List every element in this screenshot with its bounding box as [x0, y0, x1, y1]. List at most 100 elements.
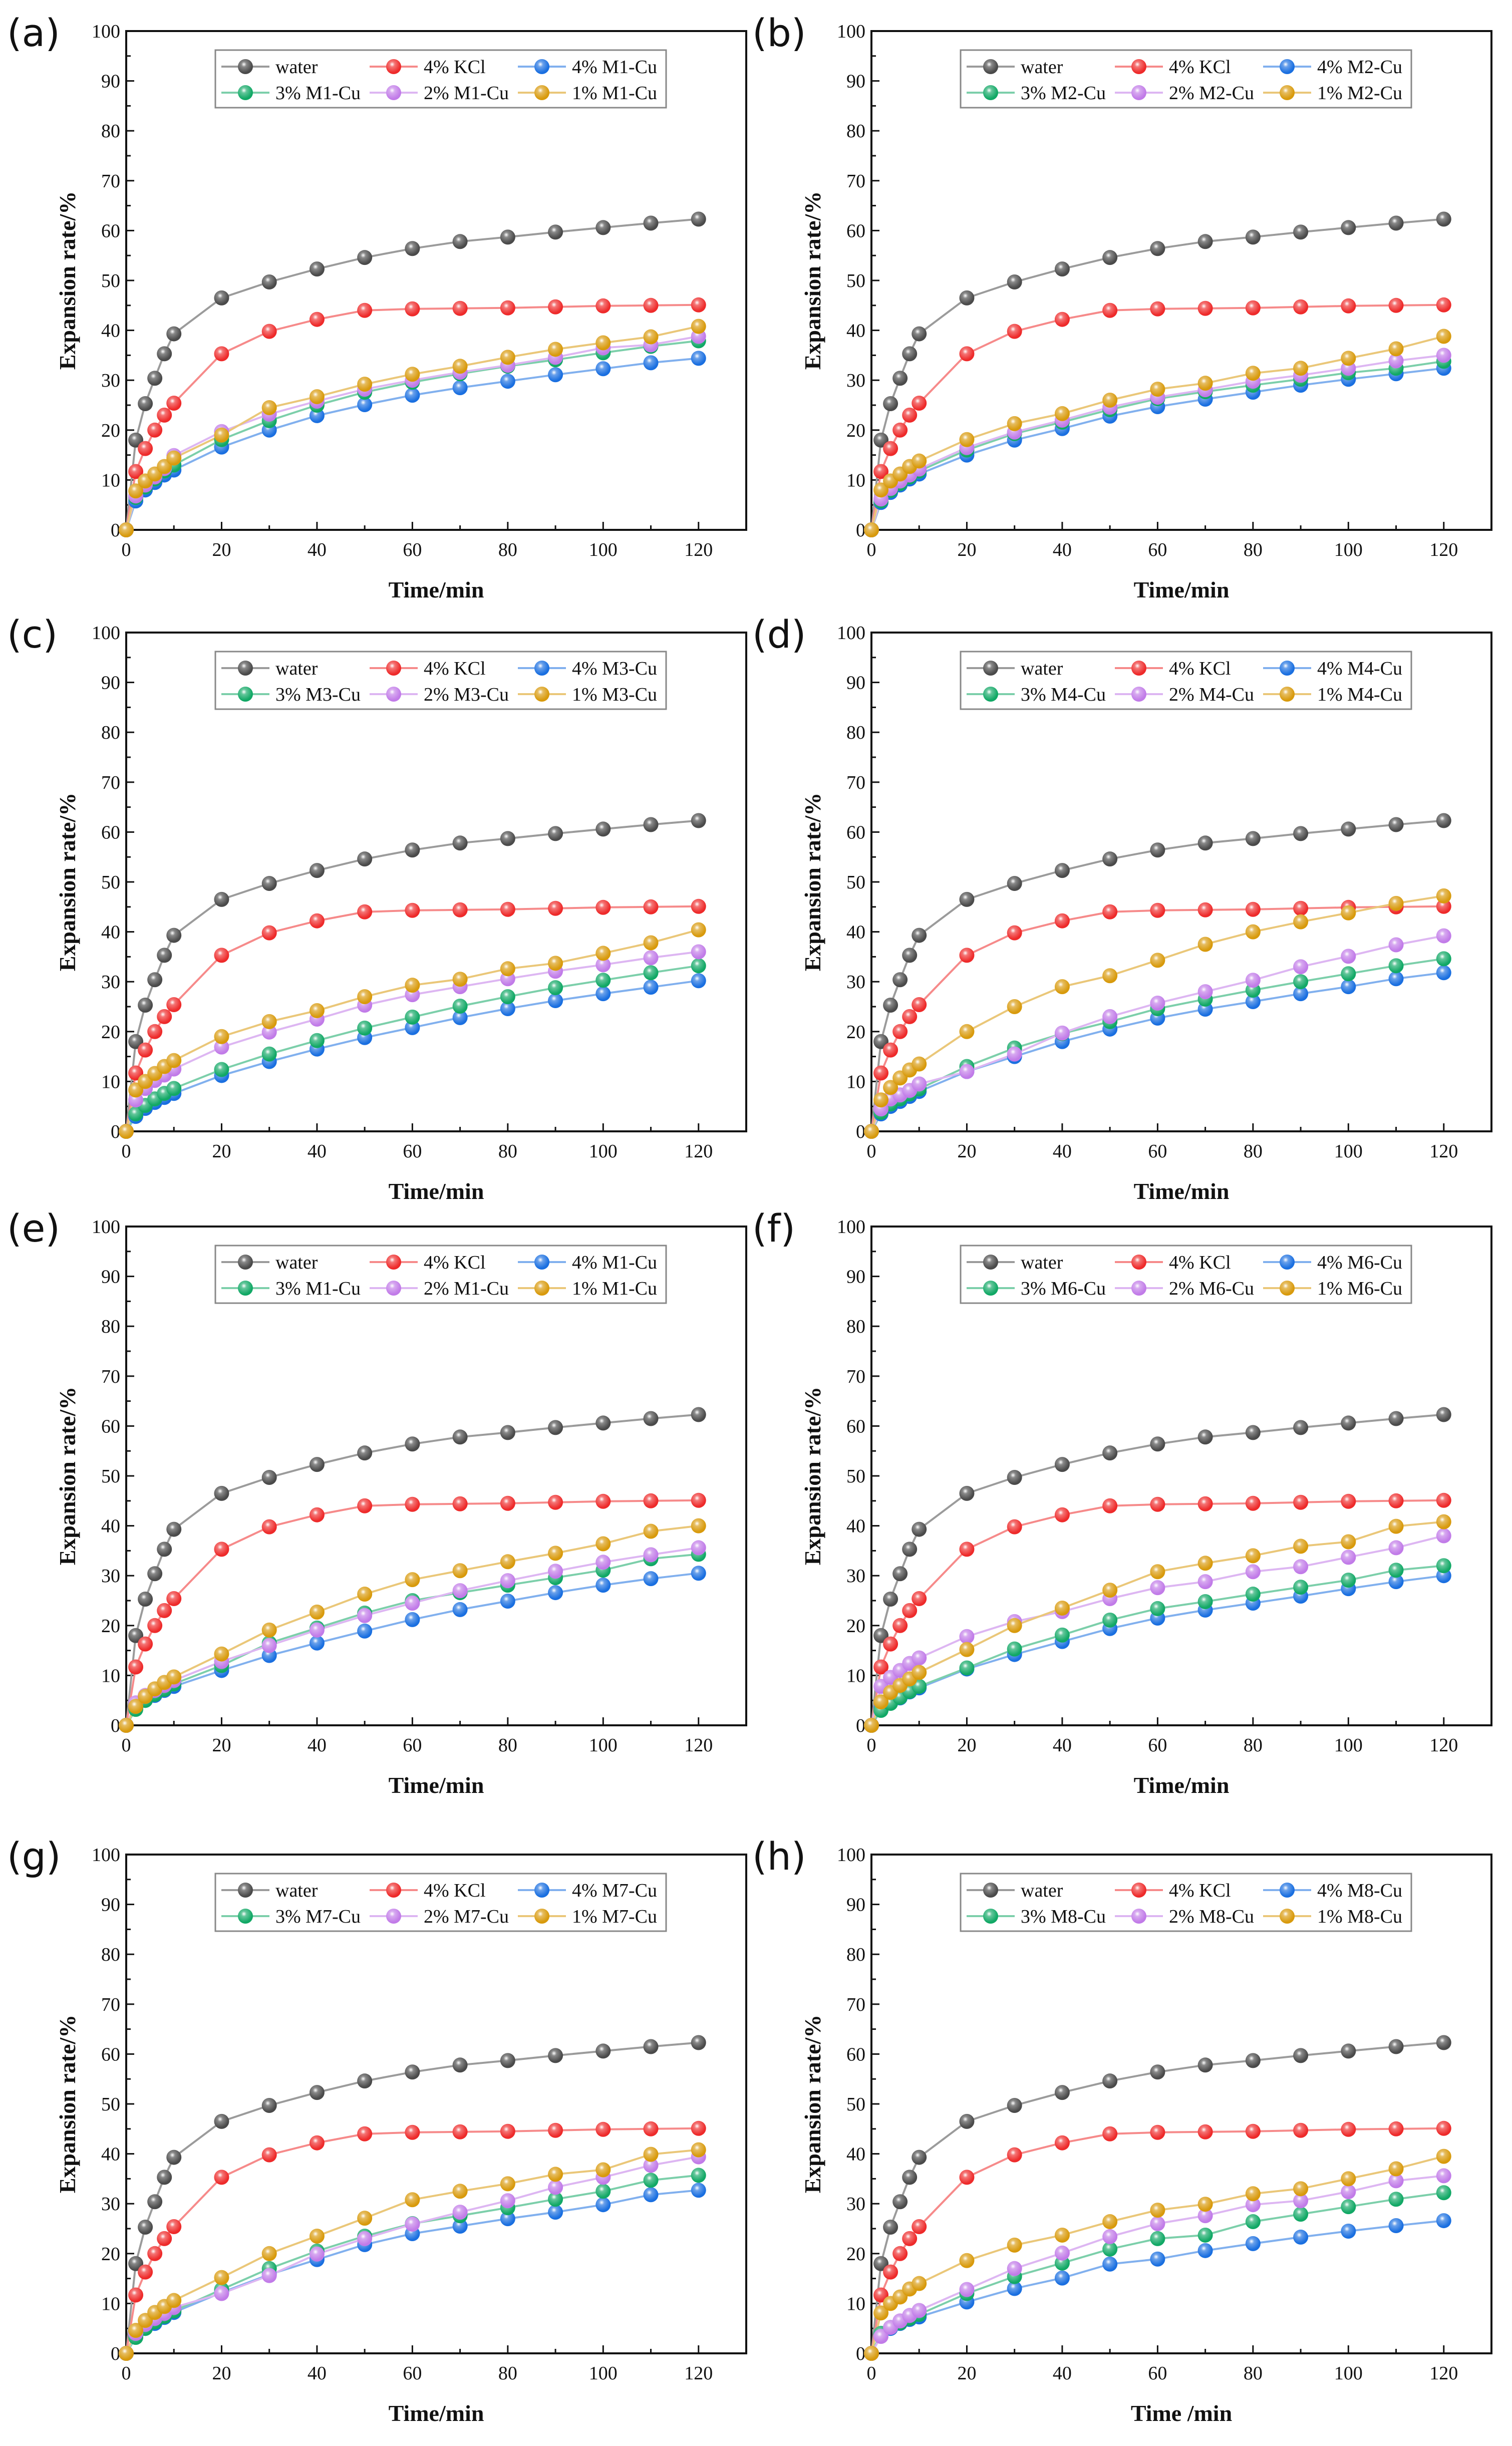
data-point	[147, 371, 163, 386]
data-point	[357, 1608, 373, 1623]
data-point	[1388, 341, 1404, 357]
legend-marker	[1131, 85, 1146, 100]
legend-label: 2% M3-Cu	[424, 684, 509, 705]
legend-marker	[534, 661, 549, 676]
data-point	[691, 958, 706, 974]
data-point	[1388, 971, 1404, 987]
data-point	[119, 1718, 134, 1733]
series-line	[125, 2149, 699, 2354]
data-point	[1054, 261, 1070, 277]
data-point	[1293, 900, 1309, 916]
data-point	[147, 2246, 163, 2261]
data-point	[595, 946, 611, 961]
data-point	[1054, 863, 1070, 878]
data-point	[452, 1496, 468, 1511]
data-point	[1293, 361, 1309, 376]
data-point	[959, 948, 975, 963]
y-axis-label: Expansion rate/%	[800, 1387, 825, 1566]
legend-marker	[386, 1255, 401, 1270]
data-point	[892, 1566, 908, 1582]
data-point	[357, 2211, 373, 2226]
data-point	[500, 2123, 515, 2139]
y-tick-label: 70	[846, 772, 865, 793]
y-axis-label: Expansion rate/%	[800, 2015, 825, 2194]
x-tick-label: 100	[589, 539, 618, 560]
data-point	[452, 380, 468, 396]
y-tick-label: 0	[111, 1121, 120, 1142]
data-point	[1293, 826, 1309, 841]
data-point	[548, 224, 563, 240]
panel-label: (f)	[752, 1206, 795, 1251]
y-axis-label: Expansion rate/%	[55, 793, 80, 972]
data-point	[405, 1009, 420, 1025]
data-point	[864, 1124, 879, 1139]
y-tick-label: 20	[846, 2244, 865, 2265]
data-point	[959, 891, 975, 907]
legend-marker	[1131, 661, 1146, 676]
panel-label: (g)	[7, 1834, 61, 1879]
data-point	[1102, 2241, 1118, 2257]
legend-label: water	[275, 1252, 318, 1273]
x-tick-label: 0	[122, 1735, 131, 1756]
x-tick-label: 20	[212, 2363, 231, 2384]
data-point	[1054, 1627, 1070, 1643]
data-point	[1197, 2243, 1213, 2258]
x-tick-label: 20	[212, 539, 231, 560]
data-point	[261, 1046, 277, 1062]
data-point	[595, 298, 611, 314]
data-point	[166, 2293, 182, 2308]
data-point	[959, 432, 975, 447]
data-point	[357, 2073, 373, 2089]
data-point	[1388, 1518, 1404, 1534]
data-point	[1388, 297, 1404, 313]
x-tick-label: 120	[684, 1141, 713, 1162]
data-point	[1102, 393, 1118, 408]
data-point	[452, 300, 468, 316]
data-point	[1293, 1420, 1309, 1435]
x-tick-label: 100	[589, 2363, 618, 2384]
data-point	[1102, 1445, 1118, 1461]
data-point	[357, 377, 373, 392]
series-line	[870, 2041, 1444, 2354]
legend-marker	[386, 59, 401, 74]
data-point	[500, 1554, 515, 1570]
data-point	[405, 1612, 420, 1627]
x-tick-label: 100	[1334, 2363, 1363, 2384]
x-tick-label: 80	[1244, 1141, 1263, 1162]
data-point	[959, 1542, 975, 1557]
legend-label: 3% M7-Cu	[275, 1906, 361, 1927]
chart-panel-d: (d) 0 10 20 30 40 50 60 70 80 90 100 0 20 40 60 80 100 120…	[745, 601, 1506, 1222]
data-point	[309, 2228, 325, 2244]
data-point	[959, 1024, 975, 1039]
data-point	[959, 290, 975, 305]
legend-label: 3% M8-Cu	[1021, 1906, 1106, 1927]
data-point	[1293, 2229, 1309, 2245]
data-point	[147, 422, 163, 438]
data-point	[357, 851, 373, 867]
x-tick-label: 120	[684, 1735, 713, 1756]
data-point	[166, 997, 182, 1013]
series-line	[870, 354, 1444, 530]
data-point	[166, 1669, 182, 1685]
legend-marker	[238, 687, 253, 702]
data-point	[500, 1001, 515, 1016]
legend-box	[960, 1873, 1412, 1932]
data-point	[1007, 2261, 1022, 2276]
data-point	[452, 835, 468, 851]
data-point	[691, 351, 706, 366]
data-point	[1245, 924, 1261, 940]
data-point	[864, 2346, 879, 2361]
data-point	[959, 1064, 975, 1079]
data-point	[1245, 1564, 1261, 1580]
data-point	[147, 1024, 163, 1039]
data-point	[873, 2329, 889, 2344]
x-tick-label: 0	[122, 1141, 131, 1162]
legend-label: 2% M2-Cu	[1169, 83, 1254, 104]
data-point	[138, 396, 153, 412]
y-tick-label: 70	[846, 1994, 865, 2015]
data-point	[643, 1523, 659, 1539]
data-point	[138, 1636, 153, 1652]
data-point	[1436, 1528, 1451, 1544]
data-point	[1436, 1492, 1451, 1508]
y-tick-label: 30	[101, 2194, 120, 2215]
